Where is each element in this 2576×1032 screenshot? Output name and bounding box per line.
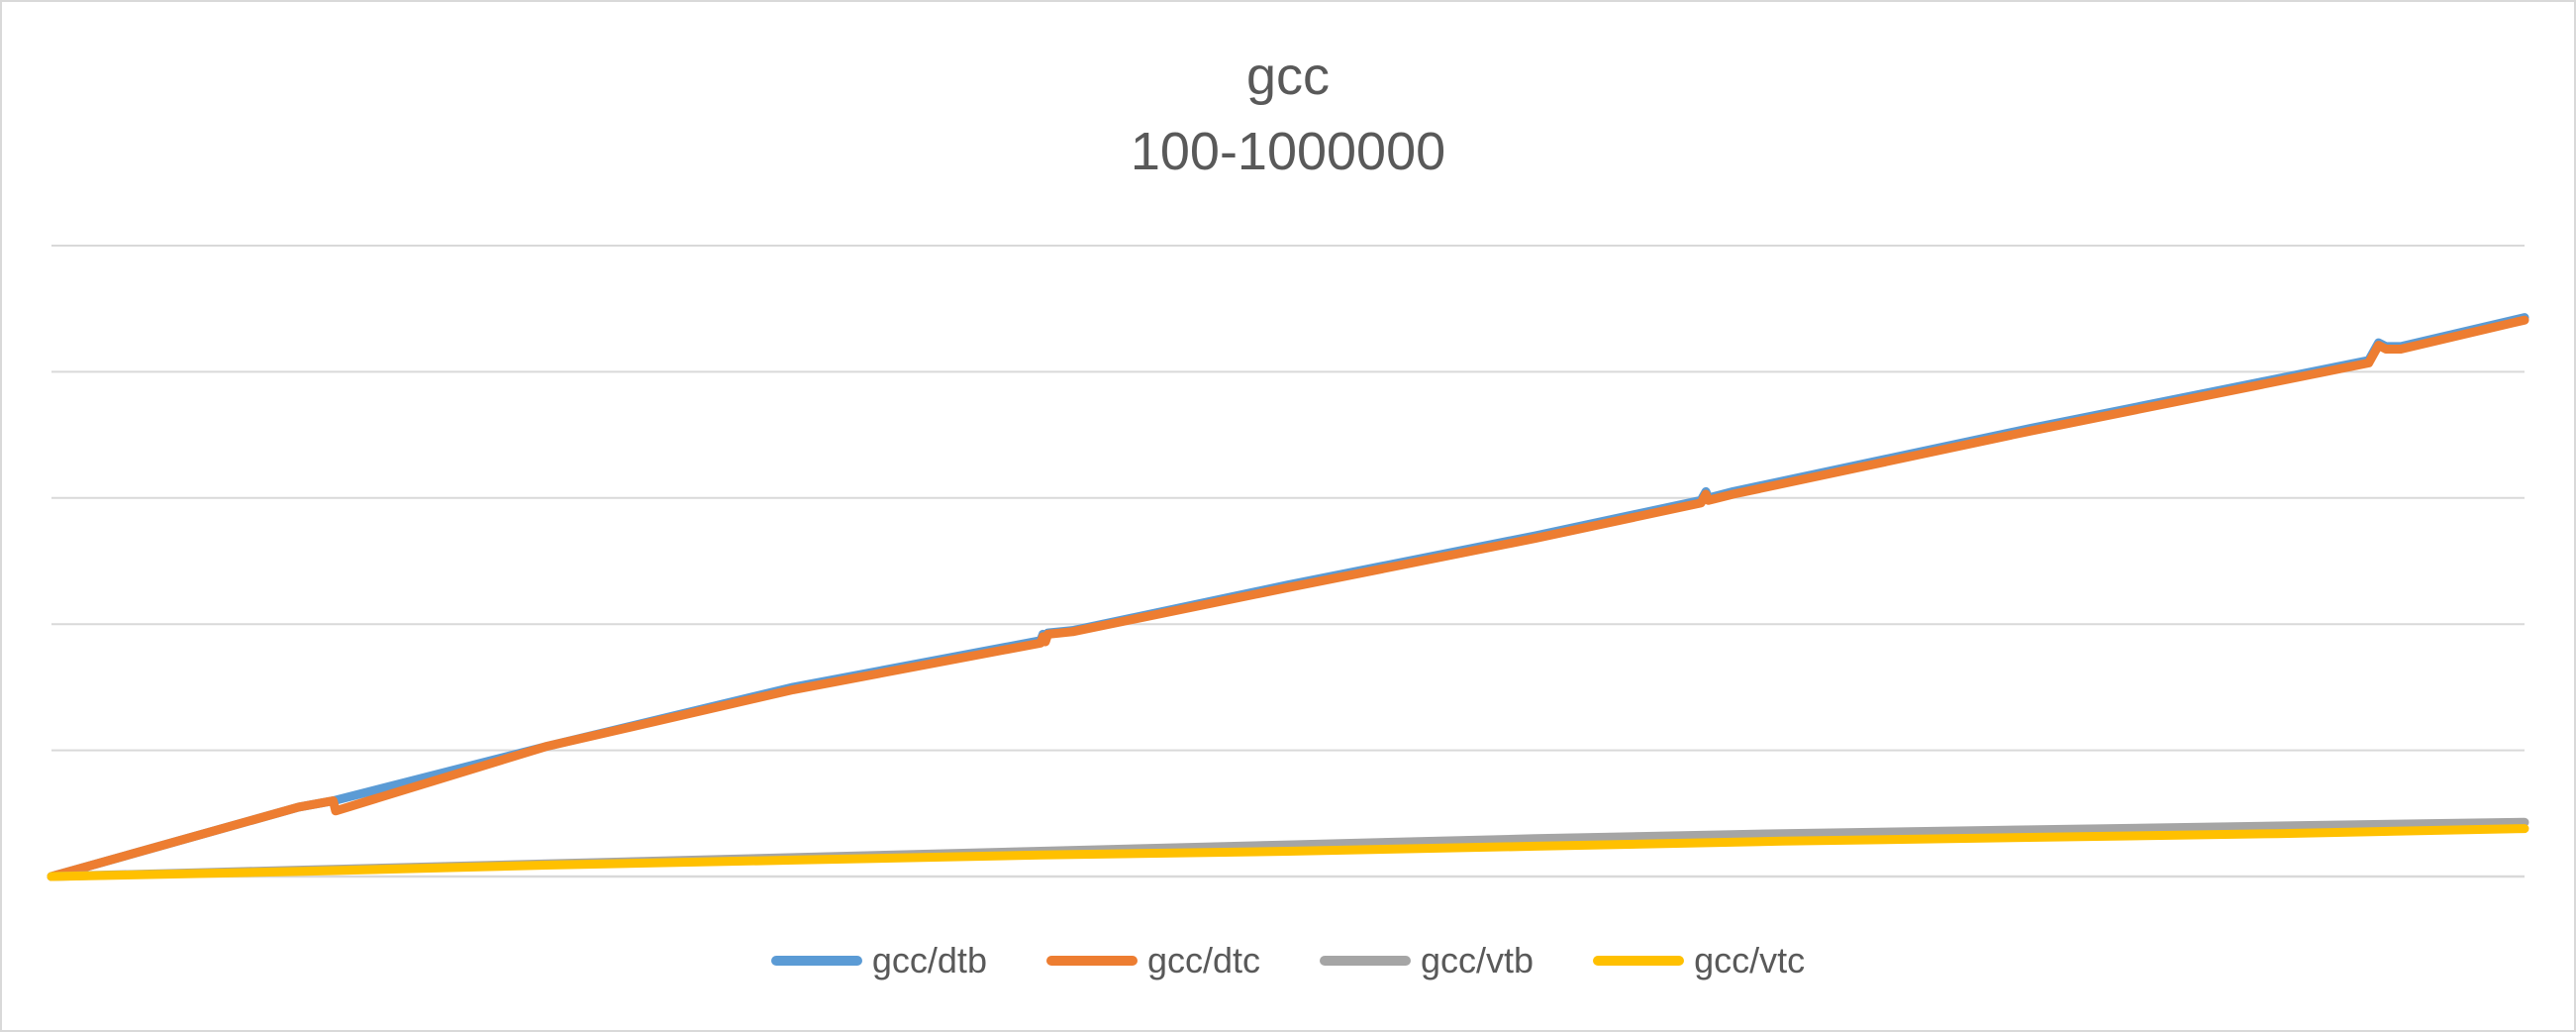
series-line-gcc-dtc	[47, 315, 2529, 881]
series-line-gcc-vtc	[47, 824, 2529, 881]
chart-title: gcc	[1245, 47, 1331, 106]
legend-swatch	[1045, 956, 1138, 966]
series-line-gcc-dtb	[47, 313, 2529, 881]
legend-item: gcc/dtc	[1045, 939, 1261, 982]
legend-swatch	[1320, 956, 1412, 966]
legend-label: gcc/vtb	[1421, 940, 1535, 980]
legend-item: gcc/vtc	[1593, 939, 1805, 982]
legend-swatch	[1593, 956, 1685, 966]
legend-label: gcc/dtc	[1146, 940, 1261, 980]
chart-subtitle: 100-1000000	[1130, 122, 1446, 181]
legend-item: gcc/dtb	[770, 939, 987, 982]
legend-label: gcc/vtc	[1694, 940, 1806, 980]
legend-swatch	[770, 956, 862, 966]
series-lines	[47, 313, 2529, 881]
legend: gcc/dtb gcc/dtc gcc/vtb gcc/vtc	[0, 939, 2576, 982]
gridlines	[51, 245, 2525, 878]
legend-item: gcc/vtb	[1320, 939, 1534, 982]
legend-label: gcc/dtb	[871, 940, 987, 980]
